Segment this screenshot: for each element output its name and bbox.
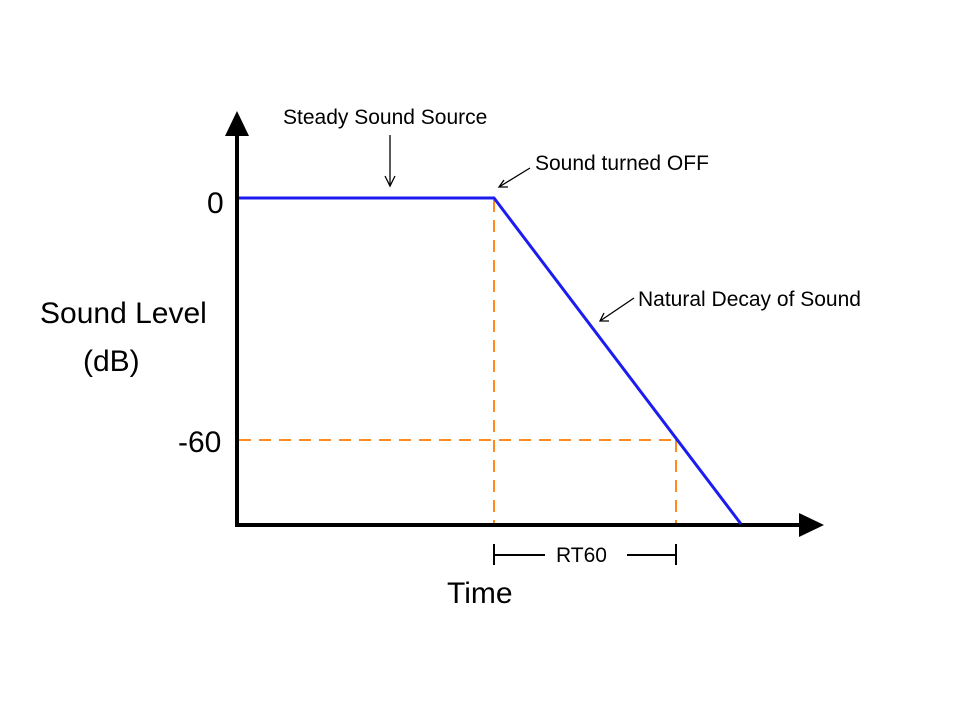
guide-lines — [239, 200, 677, 523]
sound-off-arrowhead — [497, 179, 508, 188]
decay-arrow — [599, 297, 635, 322]
natural-decay-label: Natural Decay of Sound — [638, 288, 861, 311]
steady-source-arrowhead — [384, 175, 396, 188]
y-tick-minus60: -60 — [178, 426, 222, 459]
y-axis-title-line2: (dB) — [83, 345, 140, 378]
steady-source-label: Steady Sound Source — [283, 106, 488, 129]
sound-level-curve — [239, 196, 743, 525]
x-axis-arrowhead — [799, 513, 824, 537]
sound-off-arrow — [498, 167, 531, 188]
rt60-bracket — [493, 544, 677, 565]
rt60-label: RT60 — [556, 544, 607, 567]
sound-off-label: Sound turned OFF — [535, 152, 709, 175]
y-tick-zero: 0 — [207, 187, 224, 220]
x-axis-title: Time — [447, 577, 513, 610]
y-axis-arrowhead — [225, 111, 249, 136]
annotation-arrows — [384, 135, 635, 322]
decay-arrowhead — [598, 312, 609, 322]
y-axis-title-line1: Sound Level — [40, 297, 207, 330]
